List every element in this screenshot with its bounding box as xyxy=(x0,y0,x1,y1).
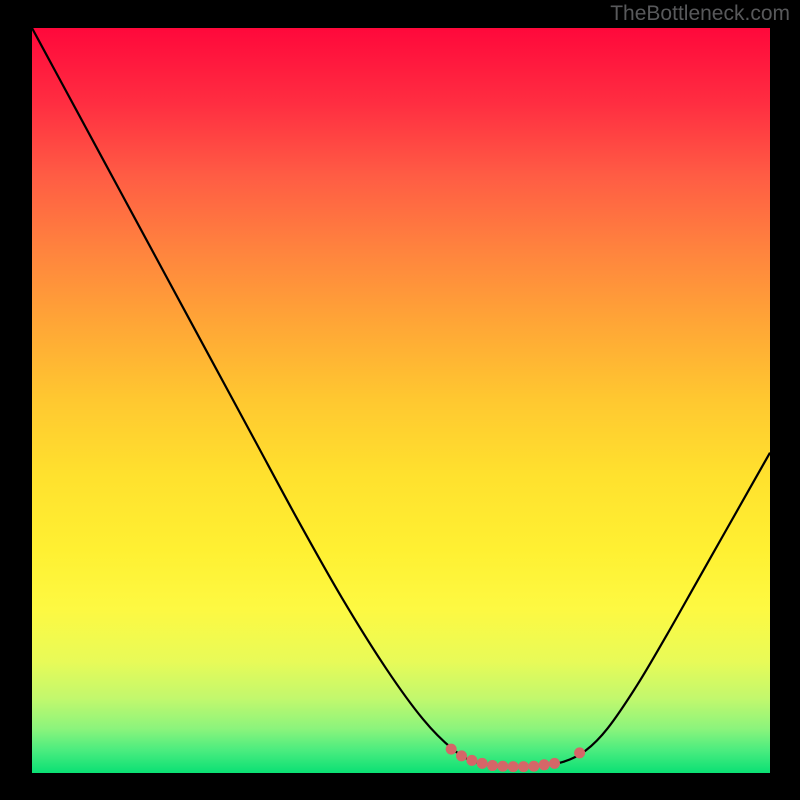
marker-dot xyxy=(488,761,498,771)
bottleneck-chart: TheBottleneck.com xyxy=(0,0,800,800)
marker-dot xyxy=(575,748,585,758)
marker-dot xyxy=(508,762,518,772)
marker-dot xyxy=(529,761,539,771)
marker-dot xyxy=(467,755,477,765)
marker-dot xyxy=(539,760,549,770)
marker-dot xyxy=(550,758,560,768)
marker-dot xyxy=(457,751,467,761)
marker-dot xyxy=(477,758,487,768)
marker-dot xyxy=(498,761,508,771)
marker-dot xyxy=(446,744,456,754)
chart-plot-area xyxy=(32,28,770,773)
chart-svg xyxy=(0,0,800,800)
marker-dot xyxy=(519,762,529,772)
watermark-text: TheBottleneck.com xyxy=(610,2,790,26)
